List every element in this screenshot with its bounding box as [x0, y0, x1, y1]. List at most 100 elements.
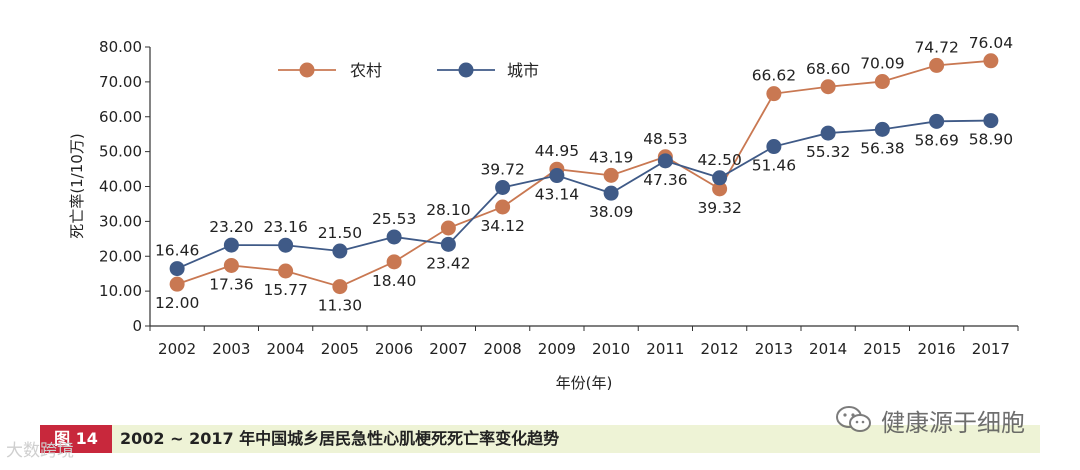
x-tick-label: 2002 — [158, 340, 196, 358]
data-label: 48.53 — [643, 130, 687, 148]
data-label: 70.09 — [860, 55, 904, 73]
data-label: 39.72 — [480, 160, 524, 178]
legend-label: 城市 — [507, 61, 539, 80]
data-point — [386, 254, 402, 270]
data-point — [983, 113, 999, 129]
data-label: 39.32 — [697, 199, 741, 217]
watermark-right-text: 健康源于细胞 — [881, 408, 1025, 437]
watermark-right: 健康源于细胞 — [835, 400, 1025, 440]
data-point — [766, 86, 782, 102]
series-line — [176, 59, 991, 288]
data-label: 43.19 — [589, 148, 633, 166]
data-point — [223, 237, 239, 253]
data-point — [278, 263, 294, 279]
data-point — [223, 257, 239, 273]
x-tick-label: 2014 — [809, 340, 847, 358]
legend-marker — [458, 62, 474, 78]
data-label: 34.12 — [480, 217, 524, 235]
data-point — [929, 57, 945, 73]
data-label: 42.50 — [697, 151, 741, 169]
data-label: 25.53 — [372, 210, 416, 228]
y-tick-label: 40.00 — [99, 178, 142, 196]
data-label: 23.16 — [263, 218, 307, 236]
data-point — [169, 261, 185, 277]
data-label: 76.04 — [969, 34, 1013, 52]
data-point — [657, 153, 673, 169]
data-point — [712, 181, 728, 197]
x-tick-label: 2013 — [755, 340, 793, 358]
data-label: 11.30 — [318, 297, 362, 315]
y-tick-label: 70.00 — [99, 73, 142, 91]
data-point — [549, 168, 565, 184]
data-label: 15.77 — [263, 281, 307, 299]
y-tick-label: 80.00 — [99, 38, 142, 56]
y-tick-label: 50.00 — [99, 143, 142, 161]
data-label: 28.10 — [426, 201, 470, 219]
data-label: 12.00 — [155, 294, 199, 312]
x-tick-label: 2015 — [863, 340, 901, 358]
legend-label: 农村 — [350, 61, 382, 80]
data-label: 18.40 — [372, 272, 416, 290]
figure-caption: 2002 ~ 2017 年中国城乡居民急性心肌梗死死亡率变化趋势 — [120, 429, 560, 448]
data-label: 56.38 — [860, 139, 904, 157]
x-tick-label: 2007 — [429, 340, 467, 358]
data-label: 58.90 — [969, 131, 1013, 149]
watermark-left: 大数跨境 — [6, 441, 74, 461]
legend-marker — [299, 62, 315, 78]
data-point — [766, 139, 782, 155]
x-tick-label: 2003 — [212, 340, 250, 358]
data-label: 43.14 — [535, 186, 579, 204]
wechat-icon — [836, 406, 871, 432]
data-label: 23.42 — [426, 254, 470, 272]
x-tick-label: 2006 — [375, 340, 413, 358]
data-point — [495, 179, 511, 195]
data-point — [712, 170, 728, 186]
x-tick-label: 2009 — [538, 340, 576, 358]
data-point — [332, 243, 348, 259]
data-point — [874, 74, 890, 90]
data-point — [820, 79, 836, 95]
data-point — [603, 167, 619, 183]
data-point — [169, 276, 185, 292]
data-label: 66.62 — [752, 67, 796, 85]
data-point — [386, 229, 402, 245]
y-tick-label: 0 — [132, 317, 142, 335]
x-tick-label: 2008 — [484, 340, 522, 358]
figure-badge: 图 14 — [40, 425, 112, 453]
y-tick-label: 10.00 — [99, 282, 142, 300]
data-point — [874, 121, 890, 137]
x-tick-label: 2004 — [267, 340, 305, 358]
data-label: 55.32 — [806, 143, 850, 161]
data-label: 74.72 — [914, 38, 958, 56]
data-label: 21.50 — [318, 224, 362, 242]
data-point — [440, 236, 456, 252]
y-axis-title: 死亡率(1/10万) — [68, 133, 86, 238]
data-label: 58.69 — [914, 131, 958, 149]
data-point — [332, 279, 348, 295]
y-tick-label: 30.00 — [99, 212, 142, 230]
caption-bar — [40, 425, 1040, 453]
series-line — [176, 119, 991, 270]
data-label: 16.46 — [155, 242, 199, 260]
data-label: 17.36 — [209, 275, 253, 293]
data-point — [820, 125, 836, 141]
data-point — [495, 199, 511, 215]
x-tick-label: 2010 — [592, 340, 630, 358]
data-point — [983, 53, 999, 69]
x-tick-label: 2011 — [646, 340, 684, 358]
data-point — [603, 185, 619, 201]
data-label: 68.60 — [806, 60, 850, 78]
y-tick-label: 20.00 — [99, 247, 142, 265]
x-tick-label: 2016 — [918, 340, 956, 358]
line-chart: 0 10.00 20.00 30.00 40.00 50.00 60.00 70.00 80.0… — [68, 34, 1019, 392]
y-tick-label: 60.00 — [99, 108, 142, 126]
data-point — [440, 220, 456, 236]
x-tick-label: 2012 — [701, 340, 739, 358]
data-point — [929, 113, 945, 129]
data-label: 51.46 — [752, 157, 796, 175]
x-axis-title: 年份(年) — [556, 374, 613, 392]
data-label: 23.20 — [209, 218, 253, 236]
data-point — [278, 237, 294, 253]
data-label: 47.36 — [643, 171, 687, 189]
x-tick-label: 2005 — [321, 340, 359, 358]
